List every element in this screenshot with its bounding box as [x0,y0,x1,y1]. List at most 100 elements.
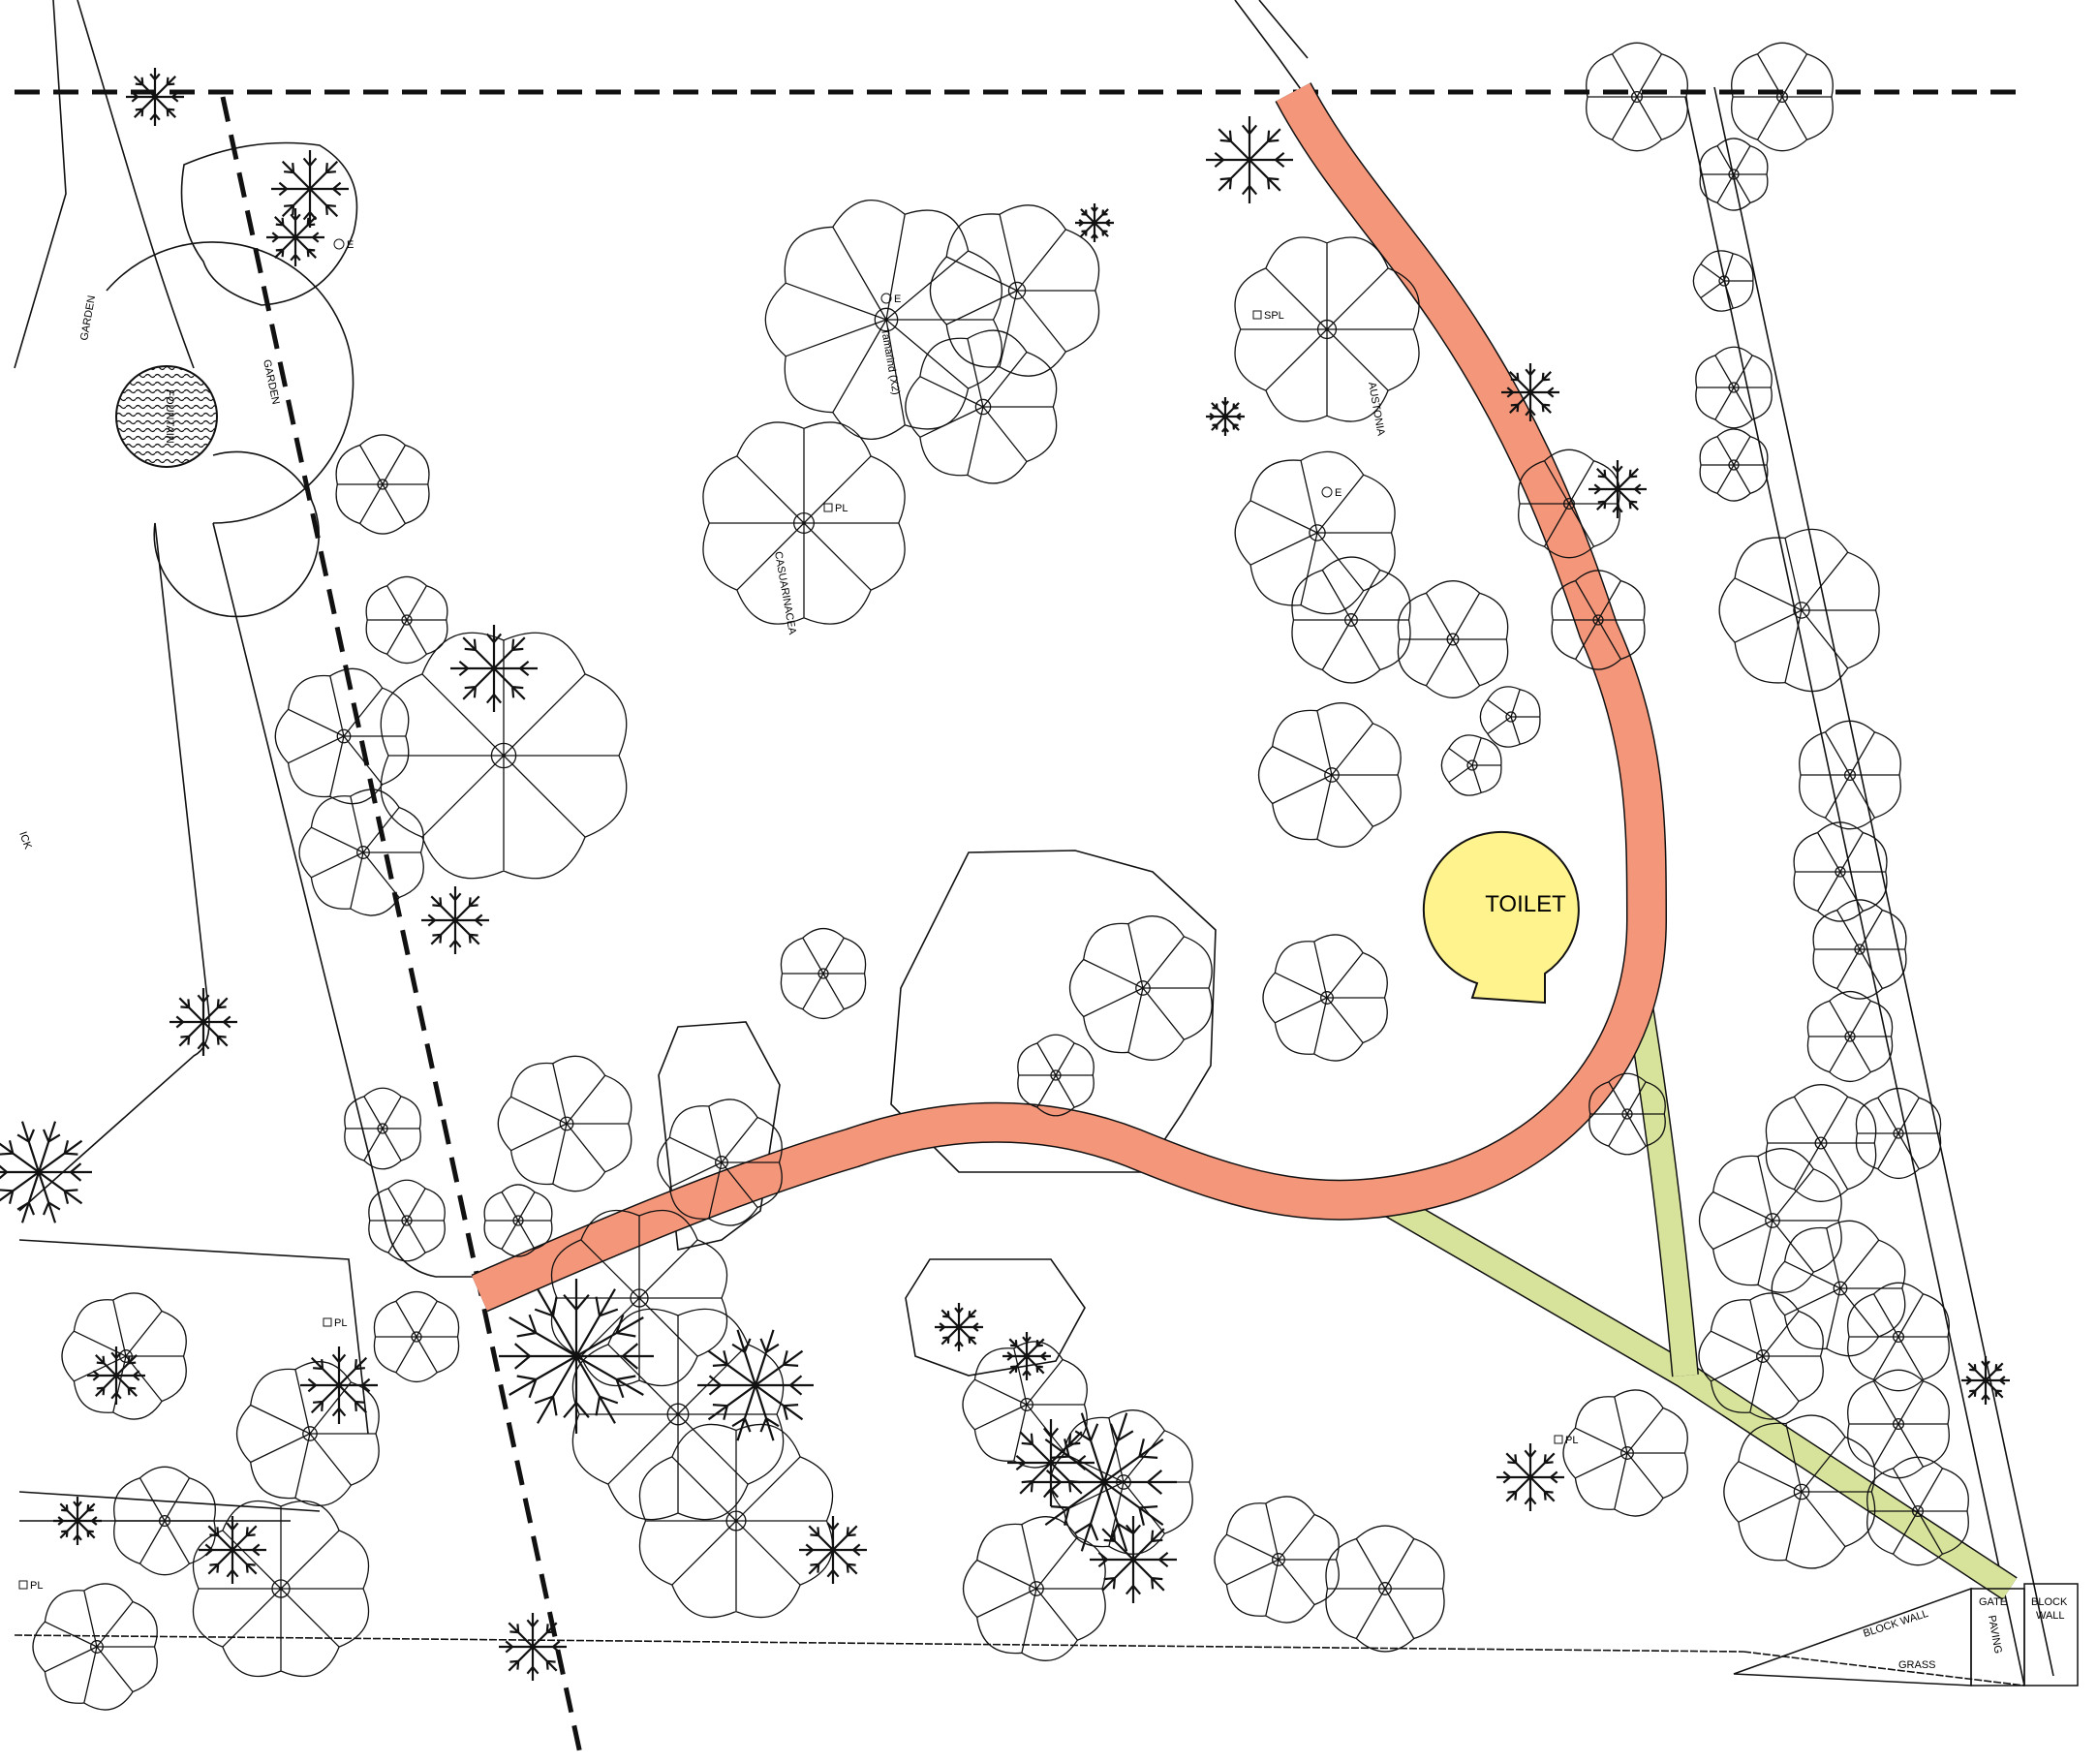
survey-points: E E E PL PL PL PL SPL [18,238,1578,1592]
tree-canopy-icon [113,1466,216,1576]
shrub-icon [1206,116,1293,203]
gate-area [1733,1583,2079,1687]
tree-canopy-icon [1799,720,1901,830]
lower-left-road-2 [18,1491,321,1512]
survey-point-spl-label: SPL [1264,310,1284,322]
left-road-edge-outer [14,0,67,369]
shrub-icon [1501,363,1559,421]
survey-point-icon [18,1580,28,1590]
bottom-fence [14,1634,2025,1687]
shrub-icon [450,625,538,712]
survey-point-pl-label: PL [1565,1435,1578,1446]
tree-canopy-icon [1812,899,1907,1000]
shrub-icon [1090,1516,1177,1603]
tree-canopy-icon [1518,449,1620,559]
tree-canopy-icon [373,1290,460,1383]
tree-canopy-icon [368,1179,446,1262]
survey-point-icon [323,1317,332,1327]
grass-label: GRASS [1898,1659,1936,1671]
tree-canopy-icon [1291,556,1411,684]
right-boundary-line-2 [1684,96,2025,1687]
survey-point-icon [333,238,345,250]
fountain-label: FOUNTAIN [164,389,175,443]
toilet-outline[interactable] [1422,831,1580,1005]
toilet-label: TOILET [1485,891,1566,917]
kerb-edge-label: ICK [16,830,34,851]
block-wall-box [2023,1583,2079,1687]
shrub-icon [1075,203,1114,242]
tree-canopy-icon [929,204,1100,377]
property-boundary [15,89,2024,1759]
shrub-icon [1496,1443,1564,1511]
right-boundary-line [1713,86,2054,1677]
tree-canopy-icon [1695,346,1773,429]
roundabout-inner [153,450,320,618]
shrub-icon [300,1346,378,1424]
survey-point-pl-label: PL [835,503,848,514]
shrub-icon [935,1303,983,1351]
tree-canopy-icon [298,789,424,916]
shrub-icon [799,1516,867,1584]
tree-tag-tamarind: Tamarind (X2) [879,327,902,395]
tree-canopy-icon [497,1055,632,1192]
grass-strip [1733,1587,1972,1687]
tree-canopy-icon [1588,1072,1666,1156]
garden-bed [180,141,358,306]
bed-oval [658,1021,781,1251]
tree-canopy-icon [1718,528,1880,693]
survey-point-icon [1554,1435,1563,1444]
secondary-path-fill [1385,969,2020,1589]
shrub-icon [499,1279,654,1434]
shrub-icon [1588,460,1647,518]
tree-canopy-icon [1806,990,1894,1083]
tree-canopy-icon [236,1361,380,1506]
tree-canopy-icon [1866,1456,1969,1566]
tree-canopy-icon [1017,1034,1095,1117]
shrub-icon [87,1346,145,1405]
tree-canopy-icon [962,1341,1088,1469]
tree-canopy-icon [1258,702,1402,848]
tree-tag-casuarina: CASUARINACEA [772,550,798,635]
diagonal-boundary-dashed [220,96,584,1759]
road-network [14,0,2054,1687]
gate-label: GATE [1979,1596,2007,1608]
right-kerb-2 [1258,0,1309,59]
tree-canopy-icon [1214,1496,1340,1624]
shrub-icon [271,150,349,228]
shrub-icon [266,208,324,266]
tree-canopy-icon [1551,570,1646,670]
tree-canopy-icon [780,927,867,1020]
shrub-layer [0,68,2010,1681]
driveway-right-edge [212,522,484,1278]
shrub-icon [697,1329,814,1441]
tree-canopy-icon [764,200,1002,440]
tree-canopy-icon [1440,734,1502,796]
tree-tag-austonia: AUSTONIA [1366,381,1387,437]
roundabout-outer [106,241,355,524]
secondary-path [1377,985,2018,1600]
tree-canopy-icon [192,1500,370,1678]
tree-canopy-icon [380,632,628,880]
toilet-building[interactable]: TOILET [1422,831,1580,1128]
fountain-icon [115,365,218,468]
survey-point-icon [1321,486,1333,498]
tree-canopy-icon [1562,1389,1688,1517]
tree-canopy-icon [1771,1220,1906,1357]
tree-canopy-icon [550,1209,728,1387]
shrub-icon [1961,1356,2010,1405]
garden-label-1: GARDEN [78,294,98,341]
tree-canopy-icon [344,1087,421,1170]
wall-label: WALL [2036,1610,2065,1622]
tree-canopy-icon [365,575,448,665]
bed-hexagon [890,850,1217,1173]
tree-canopy-icon [638,1423,834,1619]
tree-canopy-icon [1847,1282,1950,1392]
shrub-icon [1206,397,1245,436]
tree-canopy-icon [1855,1087,1942,1180]
shrub-icon [421,886,489,954]
tree-canopy-icon [905,329,1058,484]
driveway-left-edge [18,522,210,1212]
tree-canopy-icon [1586,42,1688,152]
tree-canopy-icon [963,1516,1106,1661]
block-label: BLOCK [2031,1596,2068,1608]
